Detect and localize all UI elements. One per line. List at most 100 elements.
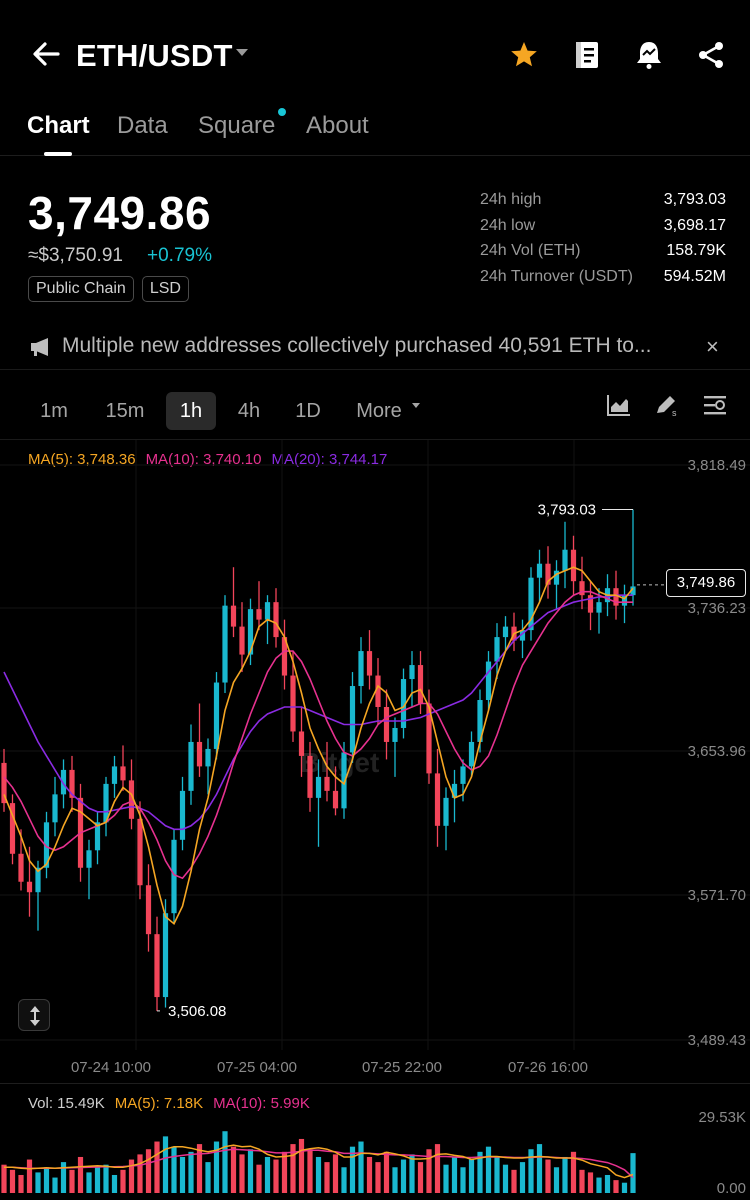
candle-body [400,679,407,728]
tab-bar: Chart Data Square About [0,100,750,156]
candle-body [630,586,636,596]
chart-type-icon[interactable] [606,393,632,417]
volume-bar [579,1169,585,1193]
price-axis-label: 3,818.49 [688,457,746,474]
candle-body [239,626,245,655]
tag-lsd[interactable]: LSD [141,276,189,302]
volume-bar [417,1162,424,1193]
candle-body [528,577,534,631]
interval-15m[interactable]: 15m [105,400,145,422]
candlestick-chart[interactable]: 3,818.49 3,736.23 3,653.96 3,571.70 3,489.43… [0,440,750,1080]
candle-body [536,563,543,578]
candle-body [281,637,288,676]
volume-legend: Vol: 15.49K MA(5): 7.18K MA(10): 5.99K [28,1095,310,1112]
volume-bar [460,1167,466,1193]
share-icon[interactable] [694,38,728,72]
scale-toggle-button[interactable] [18,999,50,1031]
tab-square[interactable]: Square [198,112,276,139]
stat-row: 24h Vol (ETH) 158.79K [480,242,726,268]
stat-value: 594.52M [663,267,726,285]
tab-chart[interactable]: Chart [27,112,90,139]
interval-more[interactable]: More [356,400,402,422]
candle-body [196,741,203,767]
time-axis-label: 07-25 22:00 [362,1059,442,1076]
chevron-down-icon[interactable] [236,49,248,56]
volume-bar [621,1182,628,1193]
price-change-percent: +0.79% [147,245,212,266]
interval-4h[interactable]: 4h [237,400,261,422]
chevron-down-icon[interactable] [412,403,420,408]
volume-bar [43,1167,50,1193]
candle-body [35,867,41,893]
volume-bar [451,1156,458,1193]
svg-text:s: s [672,408,677,417]
volume-bar [392,1167,398,1193]
star-favorite-icon[interactable] [507,38,541,72]
volume-axis-label: 29.53K [698,1109,746,1126]
time-axis-label: 07-24 10:00 [71,1059,151,1076]
indicator-settings-icon[interactable] [702,393,728,417]
back-arrow-icon[interactable] [28,36,64,72]
candle-body [485,661,492,701]
candle-body [545,563,551,585]
volume-bar [128,1159,135,1193]
interval-selector: 1m 15m 1h 4h 1D More [0,382,750,440]
volume-bar [426,1149,432,1193]
candle-body [94,822,101,851]
candle-body [332,790,339,809]
candle-body [579,581,585,596]
volume-chart[interactable]: 29.53K 0.00 [0,1085,750,1200]
drawing-tool-icon[interactable]: s [654,393,680,417]
candle-body [349,686,356,753]
candle-body [502,626,509,638]
candle-body [358,651,364,687]
volume-bar [604,1174,611,1193]
interval-1d[interactable]: 1D [295,400,321,422]
candle-body [587,595,594,613]
candle-body [341,752,347,809]
candle-body [273,602,279,638]
notebook-icon[interactable] [570,38,604,72]
volume-bar [511,1169,517,1193]
interval-1h[interactable]: 1h [166,392,216,430]
candle-body [434,773,441,826]
volume-bar [94,1167,101,1193]
candle-body [570,549,577,582]
price-axis-label: 3,653.96 [688,743,746,760]
volume-bar [553,1167,560,1193]
time-axis-label: 07-26 16:00 [508,1059,588,1076]
volume-bar [434,1144,441,1193]
interval-1m[interactable]: 1m [40,400,68,422]
candle-body [553,570,560,585]
volume-bar [400,1159,407,1193]
ma20-label: MA(20): 3,744.17 [271,451,388,468]
volume-bar [315,1156,322,1193]
price-alert-bell-icon[interactable] [632,38,666,72]
tab-data[interactable]: Data [117,112,168,139]
volume-bar [485,1146,492,1193]
trading-pair-title[interactable]: ETH/USDT [76,38,233,73]
price-axis-label: 3,736.23 [688,600,746,617]
candle-body [18,853,24,882]
tag-list: Public Chain LSD [28,276,189,302]
volume-bar [239,1154,245,1193]
candle-body [264,602,271,620]
stat-row: 24h low 3,698.17 [480,217,726,243]
volume-bar [1,1164,7,1193]
candle-body [230,605,237,627]
tag-public-chain[interactable]: Public Chain [28,276,134,302]
candle-body [519,630,526,641]
news-ticker[interactable]: Multiple new addresses collectively purc… [0,322,750,370]
close-icon[interactable]: × [706,334,719,359]
news-text[interactable]: Multiple new addresses collectively purc… [62,334,652,357]
candle-body [222,605,228,683]
volume-bar [111,1174,118,1193]
volume-bar [596,1177,602,1193]
candle-body [171,839,177,914]
volume-bar [570,1151,577,1193]
volume-bar [409,1154,415,1193]
volume-bar [205,1162,211,1193]
tab-about[interactable]: About [306,112,369,139]
candle-body [596,602,602,613]
volume-bar [290,1144,296,1193]
